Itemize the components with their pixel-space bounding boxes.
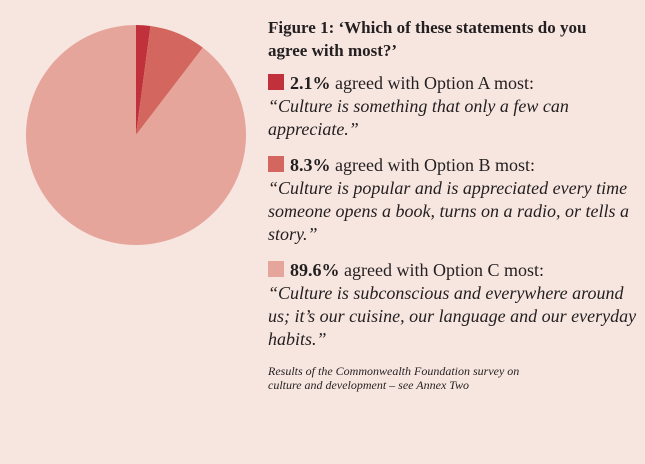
value-label: 89.6%	[290, 260, 340, 280]
pie-slice	[25, 25, 246, 246]
legend: 2.1% agreed with Option A most: “Culture …	[268, 72, 642, 351]
pie-slice	[136, 25, 151, 135]
legend-swatch	[268, 156, 284, 172]
legend-label: agreed with Option A most:	[335, 73, 534, 93]
quote: “Culture is something that only a few ca…	[268, 96, 569, 139]
source-note: Results of the Commonwealth Foundation s…	[268, 364, 520, 392]
legend-swatch	[268, 74, 284, 90]
value-label: 2.1%	[290, 73, 331, 93]
legend-label: agreed with Option C most:	[344, 260, 544, 280]
legend-panel: Figure 1: ‘Which of these statements do …	[268, 16, 642, 392]
legend-entry: 2.1% agreed with Option A most: “Culture …	[268, 72, 642, 141]
value-label: 8.3%	[290, 155, 331, 175]
chart-title: Figure 1: ‘Which of these statements do …	[268, 18, 587, 60]
quote: “Culture is popular and is appreciated e…	[268, 178, 629, 244]
quote: “Culture is subconscious and everywhere …	[268, 283, 637, 349]
legend-label: agreed with Option B most:	[335, 155, 535, 175]
legend-entry: 8.3% agreed with Option B most: “Culture …	[268, 154, 642, 246]
legend-entry: 89.6% agreed with Option C most: “Culture…	[268, 259, 642, 351]
pie-chart	[25, 25, 246, 246]
legend-swatch	[268, 261, 284, 277]
pie-slice	[136, 25, 203, 135]
